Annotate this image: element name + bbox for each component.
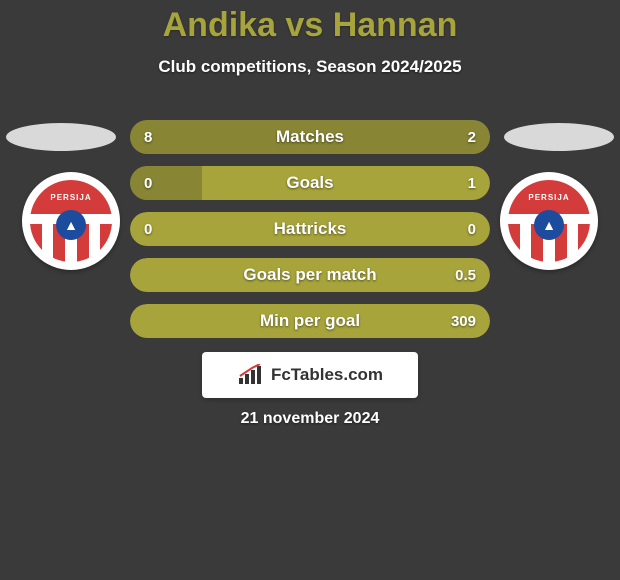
badge-inner-right: PERSIJA ▲ (508, 180, 590, 262)
logo-text: FcTables.com (271, 365, 383, 385)
page-subtitle: Club competitions, Season 2024/2025 (0, 57, 620, 77)
stat-label: Goals (130, 166, 490, 200)
page-title: Andika vs Hannan (0, 0, 620, 45)
badge-top-right: PERSIJA (508, 180, 590, 214)
team-name-right: PERSIJA (528, 193, 569, 202)
stat-value-left: 0 (144, 166, 152, 200)
stat-label: Hattricks (130, 212, 490, 246)
monument-icon-left: ▲ (56, 210, 86, 240)
team-name-left: PERSIJA (50, 193, 91, 202)
stat-value-right: 2 (468, 120, 476, 154)
stat-value-right: 1 (468, 166, 476, 200)
stats-area: Matches82Goals01Hattricks00Goals per mat… (130, 120, 490, 350)
player-left-shadow (6, 123, 116, 151)
stat-row: Hattricks0 0 (130, 212, 490, 246)
stat-label: Min per goal (130, 304, 490, 338)
player-right-shadow (504, 123, 614, 151)
chart-icon (237, 364, 265, 386)
stat-value-right: 0 (468, 212, 476, 246)
badge-inner-left: PERSIJA ▲ (30, 180, 112, 262)
team-badge-left: PERSIJA ▲ (22, 172, 120, 270)
source-logo: FcTables.com (202, 352, 418, 398)
stat-row: Min per goal309 (130, 304, 490, 338)
stat-label: Matches (130, 120, 490, 154)
stat-value-left: 0 (144, 212, 152, 246)
stat-label: Goals per match (130, 258, 490, 292)
stat-value-left: 8 (144, 120, 152, 154)
stat-row: Goals per match0.5 (130, 258, 490, 292)
stat-row: Goals0 1 (130, 166, 490, 200)
team-badge-right: PERSIJA ▲ (500, 172, 598, 270)
stat-value-right: 309 (451, 304, 476, 338)
date-label: 21 november 2024 (0, 410, 620, 428)
stat-row: Matches8 2 (130, 120, 490, 154)
comparison-infographic: Andika vs Hannan Club competitions, Seas… (0, 0, 620, 580)
badge-top-left: PERSIJA (30, 180, 112, 214)
stat-value-right: 0.5 (455, 258, 476, 292)
monument-icon-right: ▲ (534, 210, 564, 240)
